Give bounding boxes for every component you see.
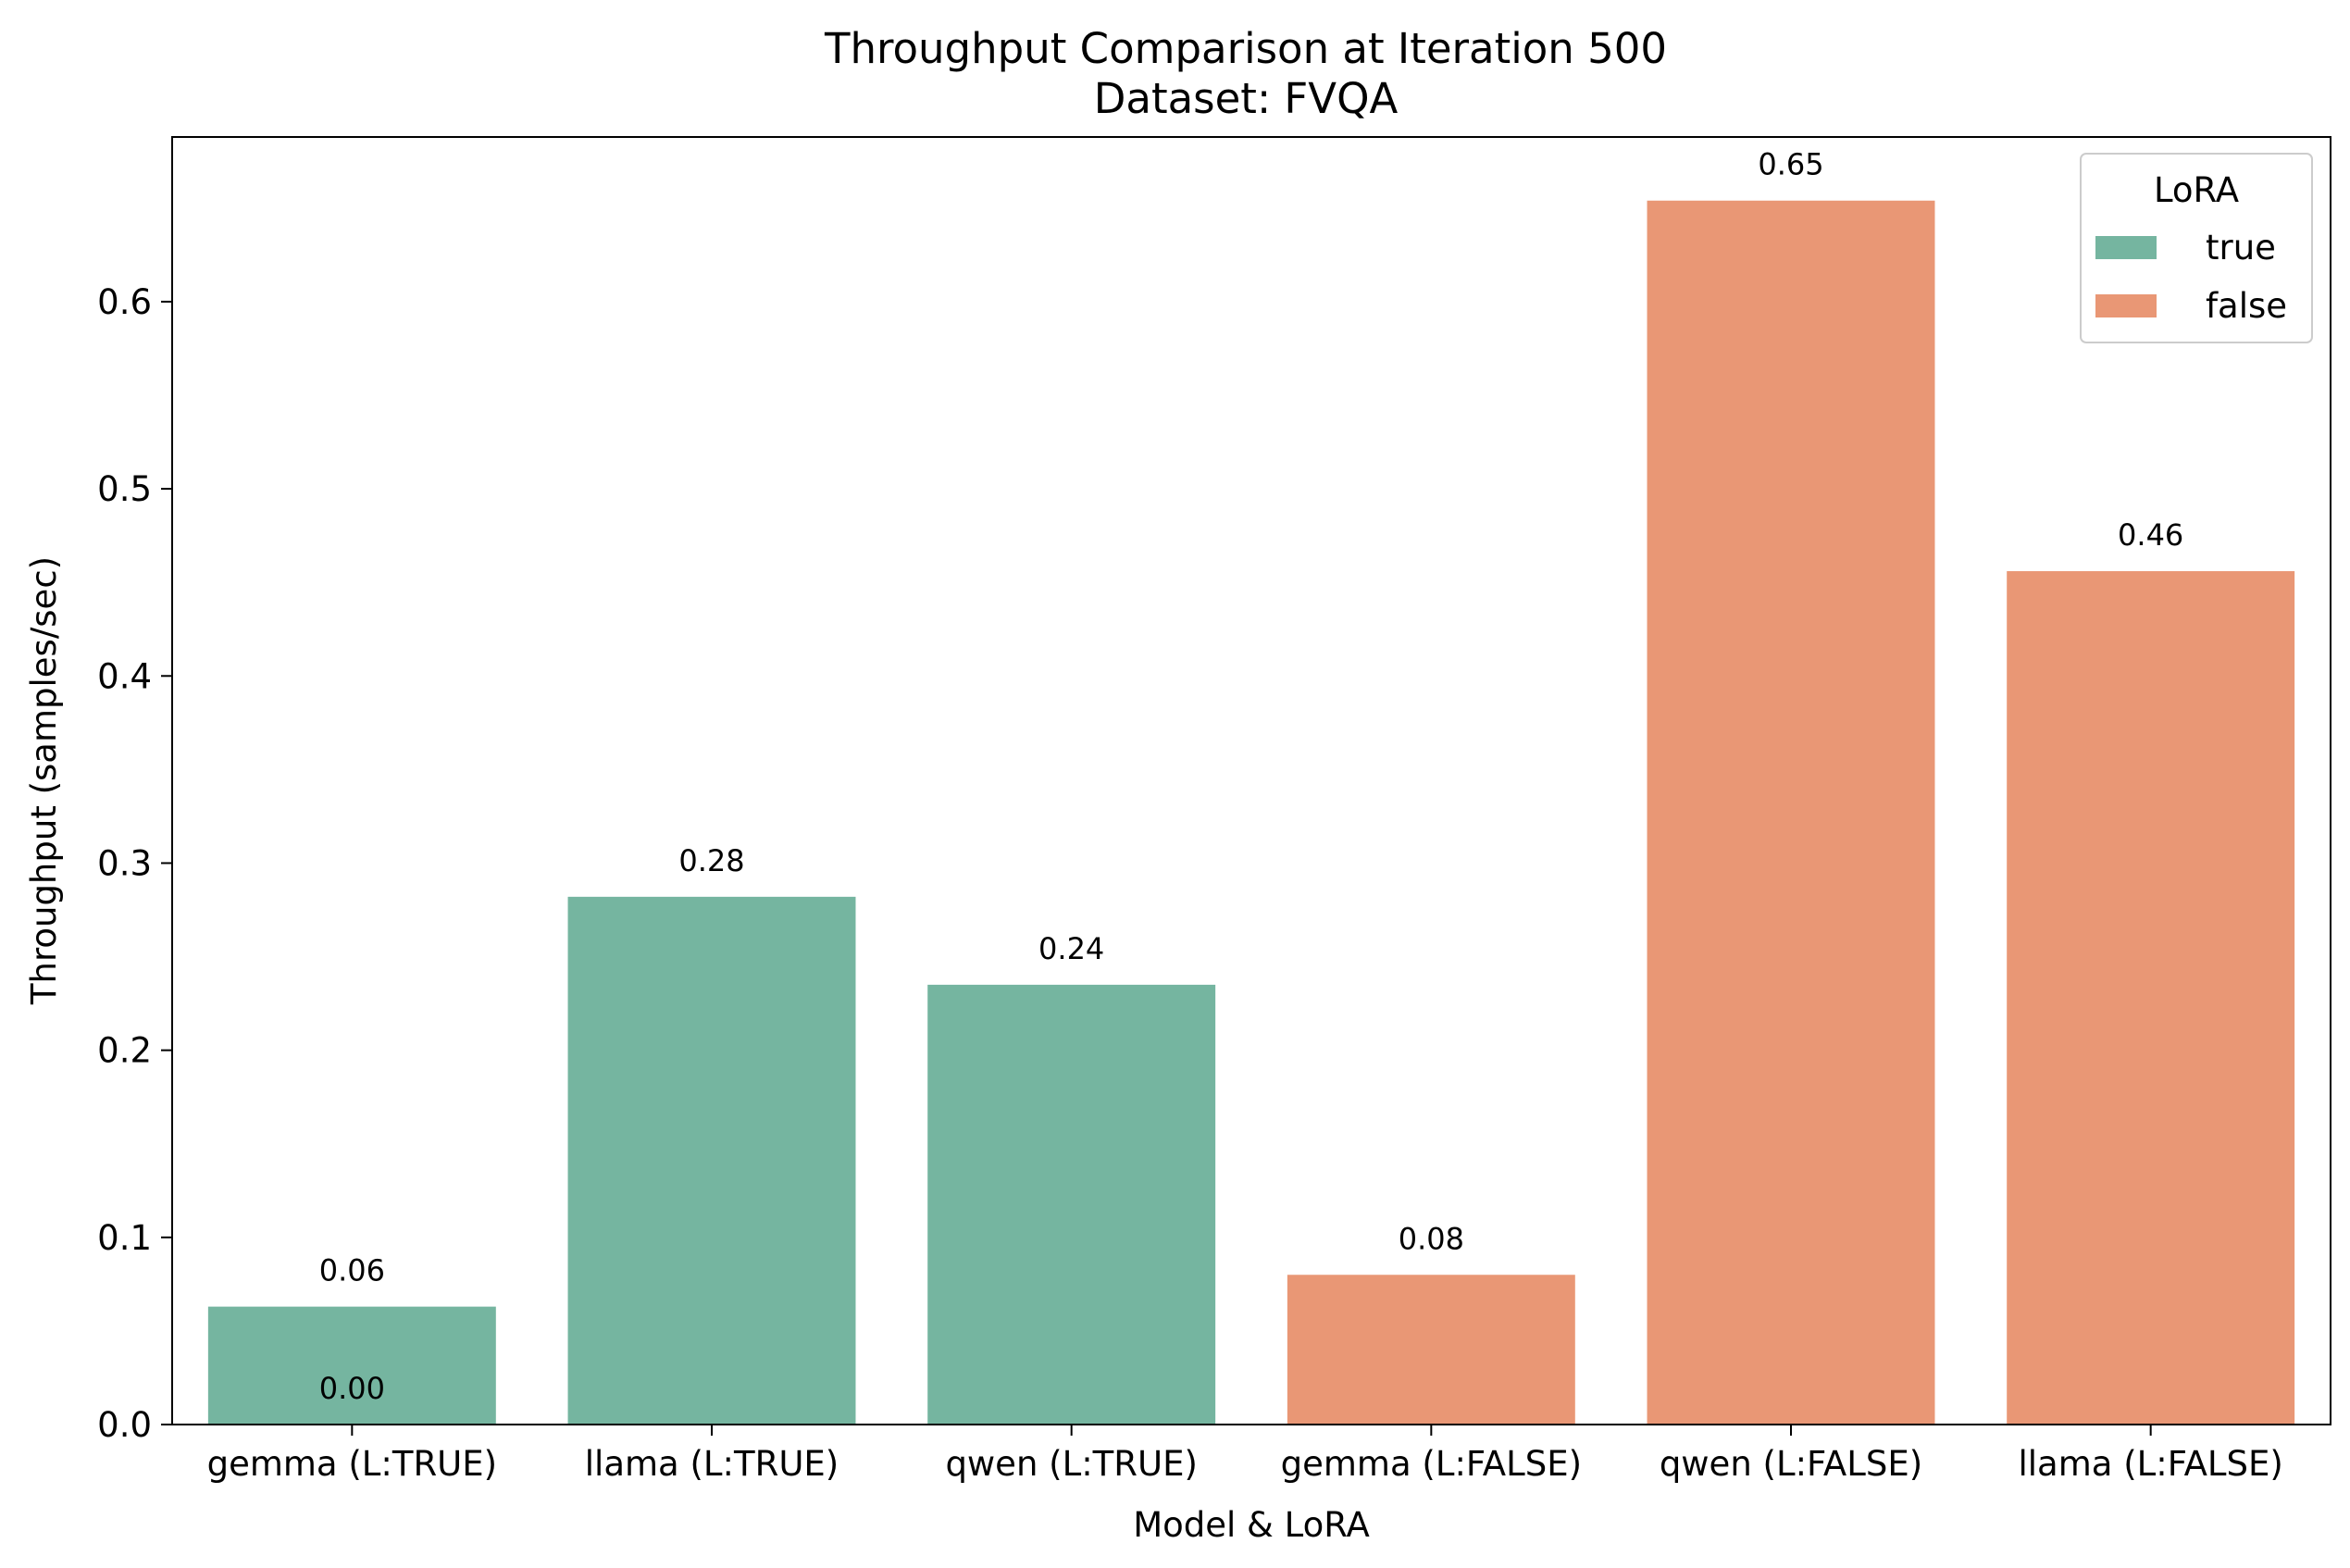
x-tick-label-0: gemma (L:TRUE) <box>207 1444 498 1484</box>
y-tick-label-0: 0.0 <box>97 1405 152 1445</box>
zero-value-label-0: 0.00 <box>319 1371 385 1406</box>
bar-3 <box>1287 1275 1575 1425</box>
y-tick-label-5: 0.5 <box>97 469 152 509</box>
legend-swatch-false <box>2095 294 2157 317</box>
legend-swatch-true <box>2095 236 2157 259</box>
bar-0 <box>207 1306 496 1425</box>
bar-value-label-4: 0.65 <box>1758 147 1823 182</box>
bar-4 <box>1647 200 1935 1425</box>
x-tick-label-4: qwen (L:FALSE) <box>1660 1444 1922 1484</box>
chart-title: Throughput Comparison at Iteration 500 <box>824 24 1667 73</box>
y-tick-label-3: 0.3 <box>97 843 152 883</box>
bar-value-label-3: 0.08 <box>1399 1221 1464 1256</box>
bars-group <box>207 200 2295 1425</box>
y-axis-label: Throughput (samples/sec) <box>24 556 64 1005</box>
legend: LoRA true false <box>2080 153 2313 343</box>
bar-value-label-2: 0.24 <box>1038 931 1104 966</box>
bar-value-label-5: 0.46 <box>2118 517 2183 553</box>
x-axis: gemma (L:TRUE) llama (L:TRUE) qwen (L:TRUE… <box>207 1425 2283 1484</box>
x-axis-label: Model & LoRA <box>1133 1505 1370 1545</box>
chart-subtitle: Dataset: FVQA <box>1094 74 1399 123</box>
x-tick-label-1: llama (L:TRUE) <box>585 1444 839 1484</box>
x-tick-label-2: qwen (L:TRUE) <box>945 1444 1197 1484</box>
legend-title: LoRA <box>2154 170 2239 210</box>
y-tick-label-4: 0.4 <box>97 656 152 696</box>
bar-value-label-1: 0.28 <box>678 843 744 878</box>
y-axis: 0.0 0.1 0.2 0.3 0.4 0.5 0.6 <box>97 282 172 1445</box>
y-tick-label-2: 0.2 <box>97 1031 152 1071</box>
plot-frame <box>171 136 2331 1425</box>
x-tick-label-5: llama (L:FALSE) <box>2018 1444 2282 1484</box>
bar-1 <box>567 896 856 1425</box>
legend-label-true: true <box>2206 228 2276 268</box>
y-tick-label-6: 0.6 <box>97 282 152 322</box>
bar-labels-group: 0.06 0.28 0.24 0.08 0.65 0.46 0.00 <box>319 147 2184 1406</box>
y-tick-label-1: 0.1 <box>97 1218 152 1258</box>
legend-label-false: false <box>2206 286 2287 326</box>
x-tick-label-3: gemma (L:FALSE) <box>1281 1444 1582 1484</box>
bar-5 <box>2007 571 2295 1425</box>
bar-2 <box>927 984 1216 1425</box>
bar-value-label-0: 0.06 <box>319 1253 385 1288</box>
